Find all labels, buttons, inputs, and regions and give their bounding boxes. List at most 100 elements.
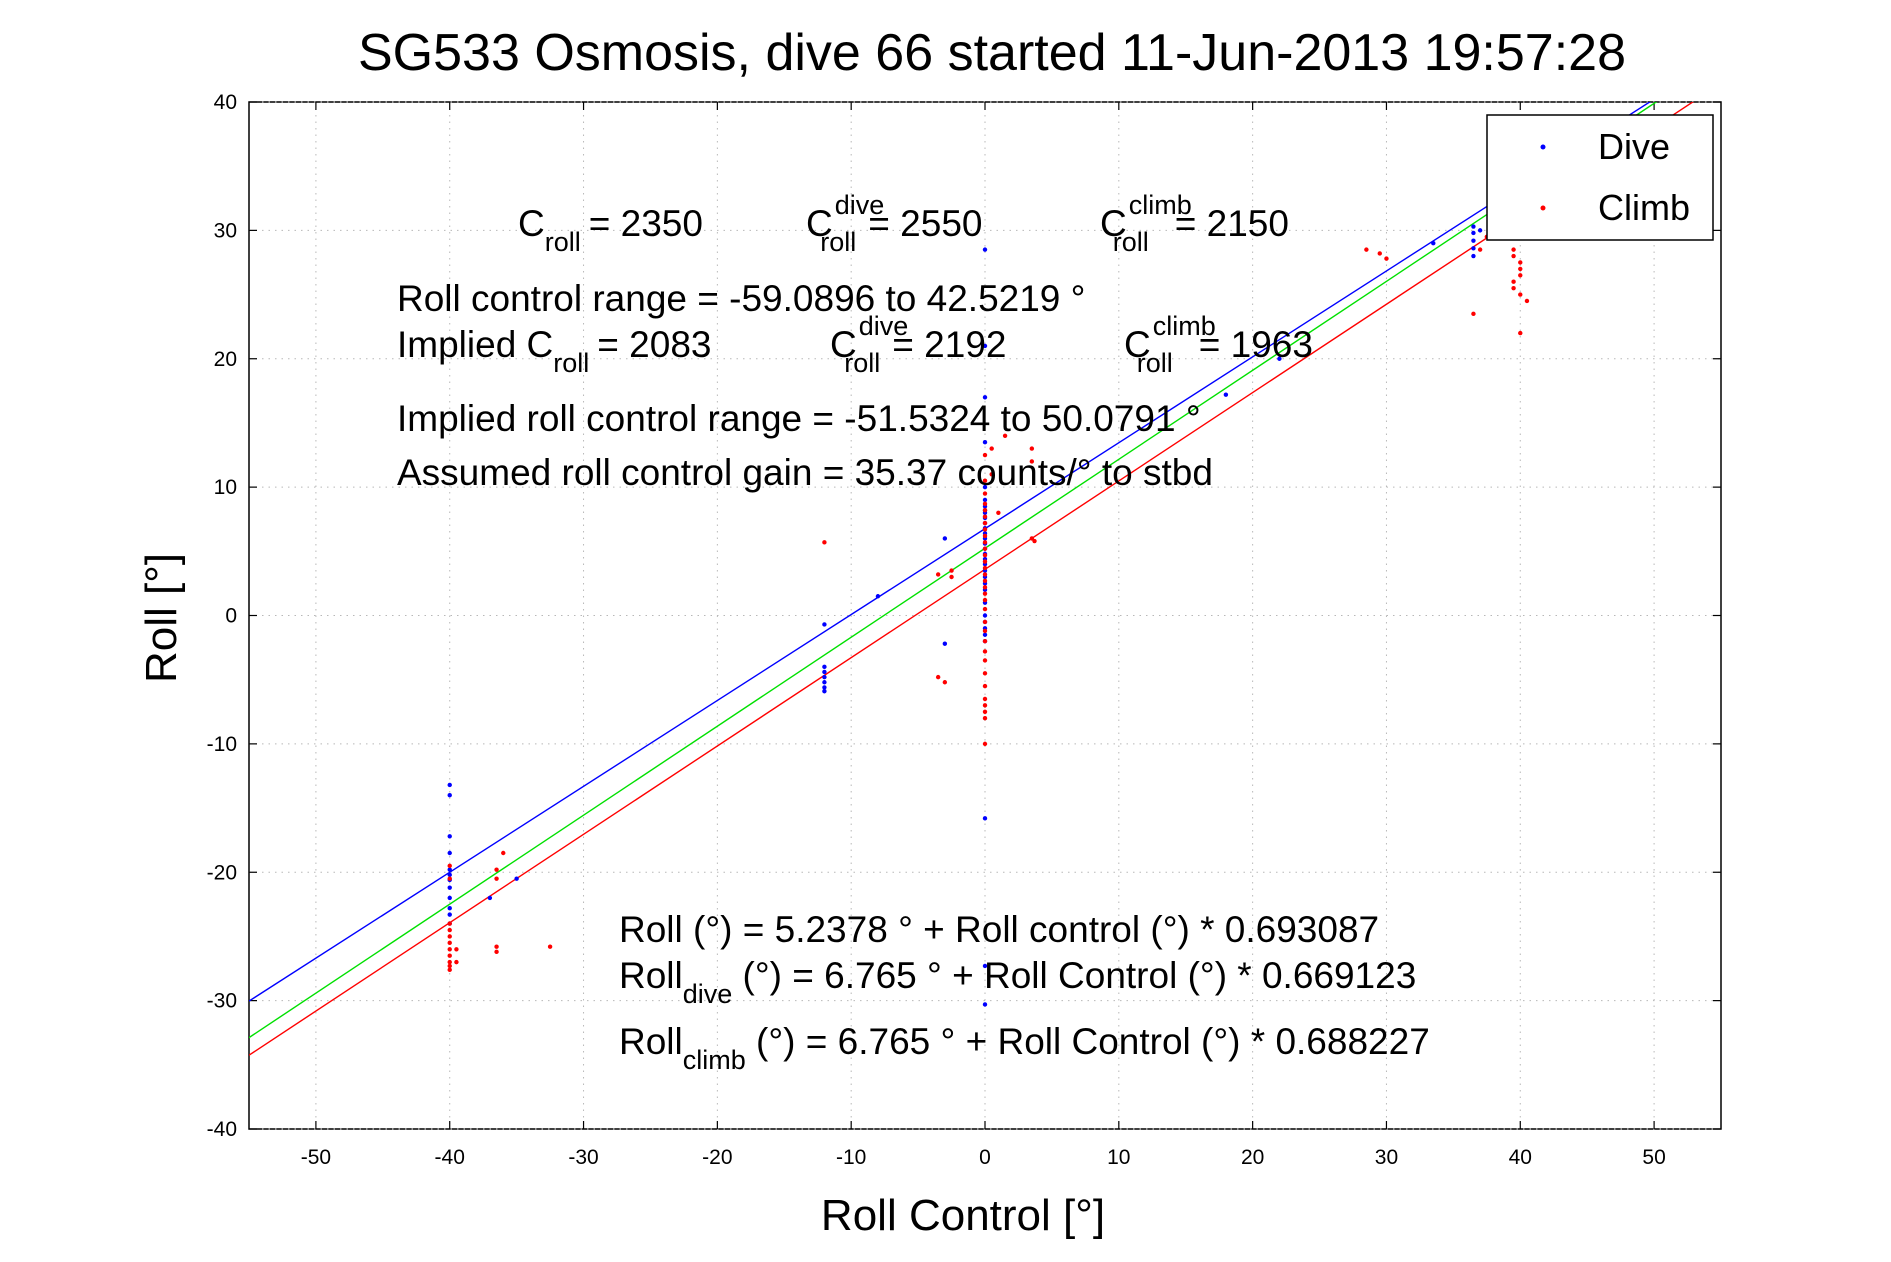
c-roll-climb-annotation: Cclimb roll = 2150 <box>1100 190 1289 257</box>
data-point-climb <box>1032 538 1037 544</box>
data-point-climb <box>1524 298 1530 304</box>
data-point-dive <box>982 247 988 252</box>
x-tick-label: -20 <box>702 1146 732 1169</box>
annotations: Croll = 2350 Cdive roll = 2550 Cclimb roll = … <box>397 190 1430 1075</box>
chart-title: SG533 Osmosis, dive 66 started 11-Jun-20… <box>358 24 1626 82</box>
data-point-climb <box>982 619 988 625</box>
data-point-dive <box>1477 228 1483 233</box>
data-point-climb <box>454 947 459 952</box>
data-point-climb <box>1511 247 1516 252</box>
data-point-climb <box>1518 273 1523 278</box>
data-point-climb <box>1511 279 1516 284</box>
data-point-climb <box>982 514 988 519</box>
data-point-climb <box>982 606 988 612</box>
data-point-dive <box>447 895 452 901</box>
data-point-dive <box>822 685 827 690</box>
x-tick-label: 50 <box>1642 1146 1665 1169</box>
data-point-climb <box>942 680 948 685</box>
data-point-climb <box>1518 292 1523 297</box>
data-point-dive <box>1471 230 1476 236</box>
data-point-climb <box>1029 446 1035 451</box>
data-point-climb <box>982 585 988 590</box>
implied-c-roll-climb-annotation: Cclimb roll = 1963 <box>1124 311 1313 378</box>
data-point-climb <box>447 934 452 939</box>
data-point-climb <box>1511 253 1516 259</box>
data-point-dive <box>875 594 881 599</box>
x-tick-label: 0 <box>979 1146 991 1169</box>
data-point-dive <box>1277 356 1282 361</box>
data-point-climb <box>982 658 988 663</box>
data-point-climb <box>982 628 988 634</box>
data-point-climb <box>1471 311 1476 317</box>
implied-c-roll-dive-annotation: Cdive roll = 2192 <box>830 311 1006 378</box>
data-point-climb <box>447 967 452 973</box>
data-point-climb <box>447 876 452 881</box>
y-tick-label: -40 <box>207 1118 237 1141</box>
data-point-climb <box>982 565 988 571</box>
y-tick-label: 0 <box>225 605 237 628</box>
data-point-climb <box>982 683 988 689</box>
assumed-gain-annotation: Assumed roll control gain = 35.37 counts… <box>397 452 1213 493</box>
data-point-climb <box>982 501 988 507</box>
data-point-climb <box>447 953 452 958</box>
data-point-climb <box>982 527 988 532</box>
y-tick-label: 20 <box>214 348 237 371</box>
y-tick-label: 10 <box>214 476 237 499</box>
data-point-dive <box>1223 392 1229 397</box>
data-point-climb <box>996 510 1001 515</box>
data-point-climb <box>982 452 988 458</box>
data-point-dive <box>822 669 827 675</box>
x-tick-label: -30 <box>568 1146 598 1169</box>
c-roll-dive-annotation: Cdive roll = 2550 <box>806 190 982 257</box>
y-tick-label: -20 <box>207 861 237 884</box>
data-point-climb <box>982 546 988 551</box>
data-point-climb <box>447 963 452 969</box>
roll-control-range-annotation: Roll control range = -59.0896 to 42.5219… <box>397 278 1085 319</box>
data-point-dive <box>942 641 948 646</box>
data-point-climb <box>982 491 988 496</box>
data-point-climb <box>949 568 954 573</box>
data-point-dive <box>982 484 988 490</box>
data-point-dive <box>1471 246 1476 251</box>
data-point-climb <box>1029 459 1035 464</box>
data-point-dive <box>982 1002 988 1007</box>
x-tick-label: 10 <box>1107 1146 1130 1169</box>
data-point-climb <box>982 741 988 747</box>
data-point-climb <box>494 867 499 872</box>
data-point-climb <box>494 949 499 955</box>
y-tick-label: 30 <box>214 219 237 242</box>
data-point-climb <box>982 649 988 654</box>
data-point-dive <box>982 439 988 445</box>
data-point-climb <box>982 578 988 584</box>
data-point-climb <box>1518 266 1523 272</box>
data-point-climb <box>949 574 954 580</box>
data-point-climb <box>447 921 452 926</box>
data-point-dive <box>822 622 827 627</box>
data-point-climb <box>982 572 988 577</box>
data-point-climb <box>1384 256 1389 261</box>
fit-all-annotation: Roll (°) = 5.2378 ° + Roll control (°) *… <box>619 909 1379 950</box>
y-axis-label: Roll [°] <box>137 553 186 683</box>
c-roll-annotation: Croll = 2350 <box>518 203 703 257</box>
y-tick-label: -10 <box>207 733 237 756</box>
legend: Dive Climb <box>1486 114 1714 241</box>
data-point-climb <box>1377 251 1382 256</box>
data-point-climb <box>447 863 452 869</box>
data-point-climb <box>1477 247 1483 252</box>
data-point-dive <box>822 680 827 685</box>
x-tick-label: 30 <box>1375 1146 1398 1169</box>
data-point-climb <box>494 944 499 949</box>
legend-label-dive: Dive <box>1598 126 1670 167</box>
data-point-climb <box>982 703 988 708</box>
data-point-climb <box>501 850 506 856</box>
data-point-dive <box>447 905 452 911</box>
data-point-dive <box>447 782 452 788</box>
implied-c-roll-annotation: Implied Croll = 2083 <box>397 324 712 378</box>
data-point-climb <box>447 947 452 952</box>
legend-marker-climb <box>1540 205 1546 211</box>
data-point-climb <box>982 638 988 644</box>
x-axis-label: Roll Control [°] <box>821 1191 1105 1240</box>
data-point-climb <box>982 559 988 564</box>
data-point-dive <box>982 963 988 969</box>
data-point-dive <box>982 632 988 637</box>
